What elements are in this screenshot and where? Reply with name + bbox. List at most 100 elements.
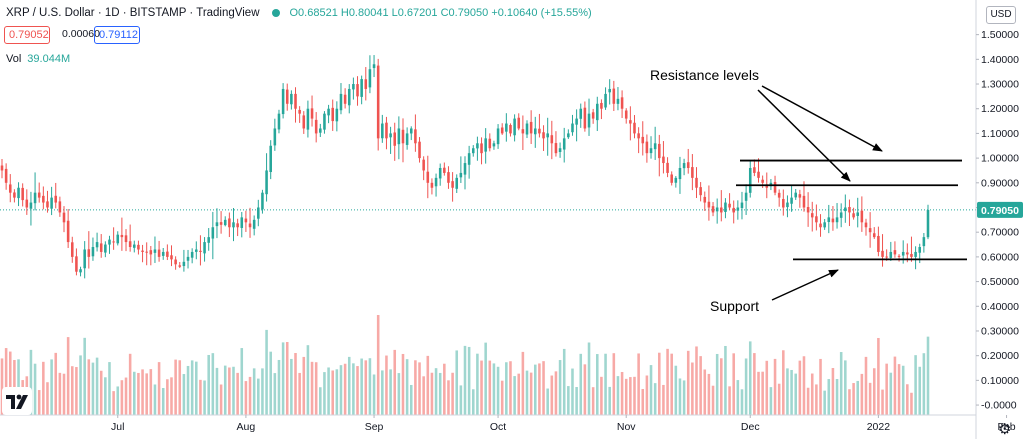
y-tick-label: -0.0000 <box>981 400 1017 412</box>
volume-bar <box>724 345 727 415</box>
candle-body <box>740 202 744 209</box>
volume-bar <box>149 369 153 415</box>
volume-bar <box>83 337 86 415</box>
market-status-icon <box>271 9 280 17</box>
candle-body <box>533 128 537 135</box>
volume-bar <box>596 354 599 415</box>
volume-bar <box>248 376 252 415</box>
volume-bar <box>190 360 194 415</box>
candle-body <box>70 242 74 257</box>
ask-price[interactable]: 0.79112 <box>94 26 140 44</box>
candle-body <box>443 167 446 173</box>
resistance-label: Resistance levels <box>650 67 759 83</box>
volume-bar <box>91 362 95 415</box>
candle-body <box>83 249 86 269</box>
symbol-title[interactable]: XRP / U.S. Dollar · 1D · BITSTAMP · Trad… <box>6 7 260 19</box>
candle-body <box>835 217 839 223</box>
volume-bar <box>790 369 793 415</box>
candle-body <box>496 128 500 145</box>
volume-label: Vol <box>6 53 22 65</box>
volume-bar <box>844 360 847 415</box>
volume-bar <box>658 352 661 415</box>
volume-bar <box>550 375 554 415</box>
candle-body <box>269 145 272 173</box>
candle-body <box>897 255 901 257</box>
candle-body <box>137 244 140 250</box>
volume-bar <box>798 360 802 415</box>
candle-body <box>658 143 661 159</box>
volume-bar <box>571 368 574 415</box>
candle-body <box>757 171 760 178</box>
candle-body <box>128 241 132 248</box>
volume-bar <box>641 389 645 415</box>
volume-bar <box>141 369 144 415</box>
volume-bar <box>753 353 756 415</box>
candle-body <box>513 118 516 136</box>
candle-body <box>252 219 256 229</box>
candle-body <box>724 202 727 212</box>
gear-icon[interactable]: ⚙ <box>998 421 1012 438</box>
volume-bar <box>848 389 851 415</box>
candle-body <box>170 255 173 260</box>
candle-body <box>319 128 322 133</box>
volume-bar <box>777 383 781 415</box>
volume-bar <box>773 358 777 415</box>
candle-body <box>50 197 53 209</box>
candle-body <box>798 194 802 198</box>
volume-bar <box>302 356 306 415</box>
volume-bar <box>542 361 545 415</box>
volume-bar <box>319 387 322 415</box>
annotations: Resistance levels Support <box>650 67 883 314</box>
volume-bar <box>620 371 624 415</box>
resistance-arrow-1 <box>761 85 883 152</box>
candle-body <box>558 148 562 153</box>
volume-bar <box>87 359 91 415</box>
candle-body <box>806 207 810 213</box>
volume-bar <box>112 391 115 415</box>
candle-body <box>546 133 549 138</box>
volume-bar <box>583 364 587 415</box>
volume-bars <box>0 315 930 415</box>
volume-bar <box>409 384 413 415</box>
volume-bar <box>199 379 202 415</box>
candle-body <box>290 93 293 105</box>
currency-button[interactable]: USD <box>986 6 1016 24</box>
price-axis[interactable]: -0.0000 0.10000 0.20000 0.30000 0.40000 0.500… <box>975 0 1023 439</box>
candle-body <box>790 197 793 204</box>
candle-body <box>195 249 198 252</box>
volume-bar <box>703 369 707 415</box>
volume-bar <box>496 366 500 415</box>
candle-body <box>389 133 392 138</box>
candle-body <box>864 222 868 228</box>
candle-body <box>434 177 438 187</box>
candle-body <box>629 120 632 124</box>
volume-bar <box>215 367 219 415</box>
candle-body <box>827 217 831 223</box>
bid-price[interactable]: 0.79052 <box>4 26 50 44</box>
volume-bar <box>860 373 864 415</box>
volume-bar <box>835 379 839 415</box>
volume-bar <box>653 383 657 415</box>
y-tick-label: 1.10000 <box>981 128 1019 140</box>
volume-bar <box>145 373 148 415</box>
volume-bar <box>99 370 103 415</box>
volume-bar <box>517 373 521 415</box>
volume-bar <box>327 367 330 415</box>
volume-bar <box>637 353 640 415</box>
volume-bar <box>624 378 628 415</box>
time-axis[interactable]: Jul Aug Sep Oct Nov Dec 2022 Feb <box>0 414 1016 433</box>
candle-body <box>273 128 277 146</box>
candle-body <box>186 256 190 261</box>
candle-body <box>87 249 91 257</box>
volume-bar <box>157 362 161 415</box>
volume-bar <box>732 353 735 415</box>
volume-bar <box>240 348 244 415</box>
candle-body <box>467 153 471 165</box>
volume-bar <box>62 373 66 415</box>
volume-bar <box>4 348 8 415</box>
candle-body <box>455 177 459 189</box>
volume-bar <box>567 386 570 415</box>
candle-body <box>236 223 239 228</box>
candle-body <box>682 163 686 169</box>
